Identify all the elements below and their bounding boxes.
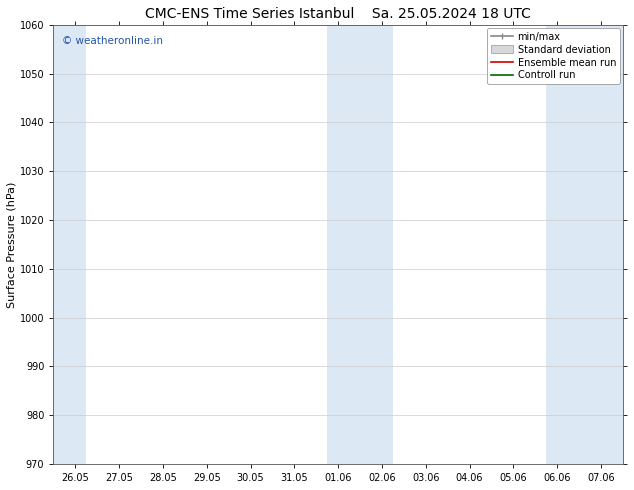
Legend: min/max, Standard deviation, Ensemble mean run, Controll run: min/max, Standard deviation, Ensemble me… (488, 28, 620, 84)
Title: CMC-ENS Time Series Istanbul    Sa. 25.05.2024 18 UTC: CMC-ENS Time Series Istanbul Sa. 25.05.2… (145, 7, 531, 21)
Bar (327, 25, 393, 464)
Bar (547, 25, 623, 464)
Bar (53, 25, 86, 464)
Text: © weatheronline.in: © weatheronline.in (62, 36, 163, 46)
Y-axis label: Surface Pressure (hPa): Surface Pressure (hPa) (7, 181, 17, 308)
